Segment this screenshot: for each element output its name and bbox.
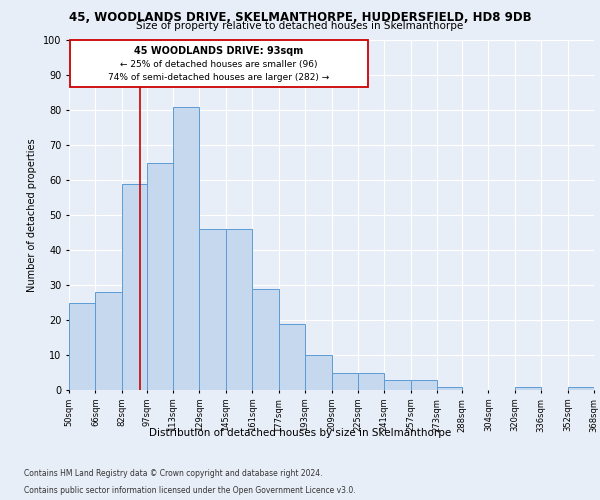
Bar	[69, 302, 95, 390]
Bar	[305, 355, 332, 390]
Bar	[515, 386, 541, 390]
FancyBboxPatch shape	[70, 40, 368, 88]
Text: 45 WOODLANDS DRIVE: 93sqm: 45 WOODLANDS DRIVE: 93sqm	[134, 46, 304, 56]
Y-axis label: Number of detached properties: Number of detached properties	[28, 138, 37, 292]
Bar	[95, 292, 122, 390]
Bar	[358, 372, 385, 390]
Text: 74% of semi-detached houses are larger (282) →: 74% of semi-detached houses are larger (…	[108, 74, 329, 82]
Bar	[252, 288, 278, 390]
Bar	[437, 386, 462, 390]
Text: Contains public sector information licensed under the Open Government Licence v3: Contains public sector information licen…	[24, 486, 356, 495]
Bar	[411, 380, 437, 390]
Text: 45, WOODLANDS DRIVE, SKELMANTHORPE, HUDDERSFIELD, HD8 9DB: 45, WOODLANDS DRIVE, SKELMANTHORPE, HUDD…	[68, 11, 532, 24]
Bar	[278, 324, 305, 390]
Bar	[199, 229, 226, 390]
Bar	[146, 162, 173, 390]
Bar	[385, 380, 411, 390]
Text: Contains HM Land Registry data © Crown copyright and database right 2024.: Contains HM Land Registry data © Crown c…	[24, 468, 323, 477]
Bar	[173, 106, 199, 390]
Text: ← 25% of detached houses are smaller (96): ← 25% of detached houses are smaller (96…	[120, 60, 317, 69]
Bar	[122, 184, 146, 390]
Text: Distribution of detached houses by size in Skelmanthorpe: Distribution of detached houses by size …	[149, 428, 451, 438]
Bar	[331, 372, 358, 390]
Bar	[226, 229, 252, 390]
Text: Size of property relative to detached houses in Skelmanthorpe: Size of property relative to detached ho…	[136, 21, 464, 31]
Bar	[568, 386, 594, 390]
